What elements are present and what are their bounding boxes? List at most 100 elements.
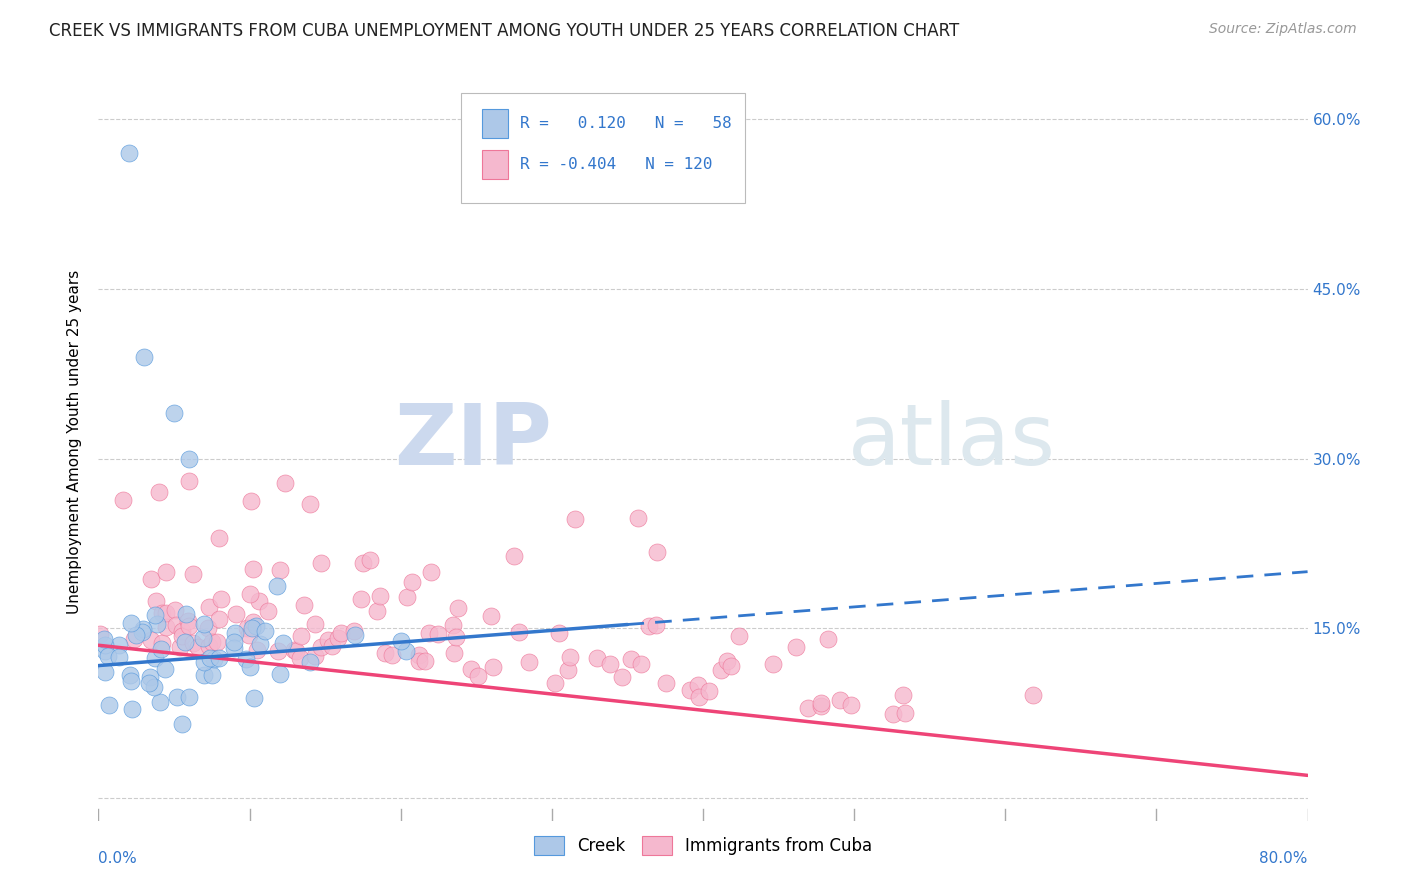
Point [762,657,785,672]
Point [239,660,262,674]
Point [1022,688,1045,702]
Point [170,624,193,639]
Point [274,476,297,491]
Point [249,594,271,608]
Point [728,629,751,643]
Point [176,614,198,628]
Point [467,669,489,683]
Point [155,607,177,621]
Point [120,615,142,630]
Point [145,594,167,608]
Point [132,622,155,636]
Point [179,690,201,704]
Point [292,598,315,612]
Point [374,646,396,660]
Point [316,632,339,647]
Point [174,607,197,621]
Point [207,612,229,626]
Bar [482,151,509,179]
Point [141,573,163,587]
Point [256,604,278,618]
Point [797,701,820,715]
Point [686,678,709,692]
Point [517,655,540,669]
Point [249,636,271,650]
Point [208,531,231,545]
Point [108,649,131,664]
Point [415,655,437,669]
Point [224,640,246,655]
Y-axis label: Unemployment Among Youth under 25 years: Unemployment Among Youth under 25 years [67,269,83,614]
Point [716,654,738,668]
Point [443,646,465,660]
Point [238,627,260,641]
Point [149,695,172,709]
Point [245,619,267,633]
FancyBboxPatch shape [461,93,745,202]
Point [547,626,569,640]
Text: atlas: atlas [848,400,1056,483]
Point [138,675,160,690]
Point [225,607,247,621]
Point [120,673,142,688]
Point [197,639,219,653]
Point [179,451,201,466]
Point [426,626,449,640]
Point [810,696,832,710]
Point [242,615,264,629]
Point [460,662,482,676]
Point [309,556,332,570]
Point [94,665,117,679]
Point [644,618,666,632]
Point [170,629,193,643]
Point [120,668,142,682]
Point [321,639,343,653]
Point [181,636,204,650]
Text: 0.0%: 0.0% [98,851,138,866]
Point [627,510,650,524]
Point [253,624,276,639]
Point [710,664,733,678]
Point [169,640,191,655]
Text: R = -0.404   N = 120: R = -0.404 N = 120 [520,157,713,172]
Point [202,651,225,665]
Point [352,557,374,571]
Point [502,549,524,563]
Point [201,668,224,682]
Point [408,648,430,662]
Point [311,640,333,654]
Point [172,717,194,731]
Point [841,698,863,712]
Point [177,619,200,633]
Point [269,667,291,681]
Point [481,660,503,674]
Point [810,698,832,713]
Point [389,633,412,648]
Point [174,635,197,649]
Point [155,565,177,579]
Point [152,606,174,620]
Point [97,698,120,712]
Point [145,616,167,631]
Point [564,512,586,526]
Point [153,662,176,676]
Point [179,474,201,488]
Point [330,626,353,640]
Point [441,617,464,632]
Point [558,649,581,664]
Point [193,668,215,682]
Point [205,634,228,648]
Point [246,642,269,657]
Point [240,493,263,508]
Point [447,600,470,615]
Point [166,690,188,704]
Point [198,651,221,665]
Point [239,587,262,601]
Point [688,690,710,705]
Point [112,492,135,507]
Point [271,636,294,650]
Point [381,648,404,662]
Point [679,683,702,698]
Point [326,632,349,646]
Text: ZIP: ZIP [394,400,551,483]
